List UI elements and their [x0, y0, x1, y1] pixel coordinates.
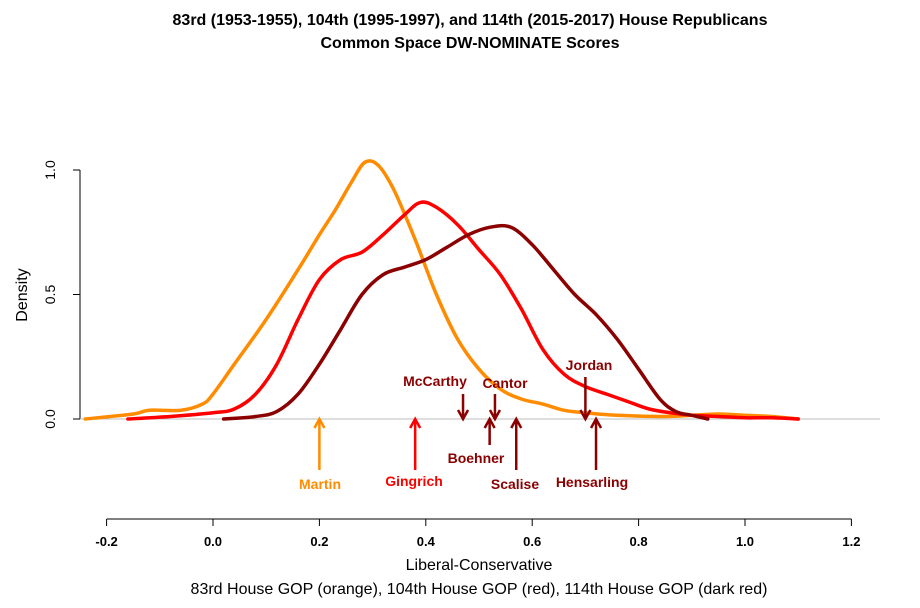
gingrich-arrow-head	[409, 416, 422, 429]
boehner-label: Boehner	[448, 450, 505, 466]
series-104th-red	[126, 200, 800, 421]
gingrich-label: Gingrich	[385, 473, 443, 489]
x-axis-label: Liberal-Conservative	[406, 557, 553, 574]
x-tick-label: 1.0	[736, 534, 754, 549]
x-axis-caption: 83rd House GOP (orange), 104th House GOP…	[191, 581, 768, 598]
mccarthy-label: McCarthy	[403, 373, 467, 389]
boehner-arrow-head	[483, 416, 496, 429]
x-tick-label: 0.0	[204, 534, 222, 549]
annotation-layer: Martin Gingrich McCarthy Cantor Boehner Scali…	[299, 357, 628, 492]
jordan-label: Jordan	[566, 357, 613, 373]
x-tick-label: 1.2	[842, 534, 860, 549]
y-tick-label: 0.5	[42, 285, 58, 305]
x-tick-label: -0.2	[95, 534, 117, 549]
series-114th-darkred	[221, 223, 710, 421]
mccarthy-arrow-head	[456, 409, 470, 422]
scalise-label: Scalise	[491, 476, 539, 492]
cantor-label: Cantor	[482, 375, 528, 391]
hensarling-label: Hensarling	[556, 474, 628, 490]
x-tick-label: 0.8	[630, 534, 648, 549]
x-tick-label: 0.4	[417, 534, 436, 549]
series-83rd-orange	[83, 159, 800, 421]
scalise-arrow-head	[510, 416, 523, 429]
martin-label: Martin	[299, 476, 341, 492]
y-tick-label: 0.0	[42, 409, 58, 429]
axes: -0.2 0.0 0.2 0.4 0.6 0.8 1.0 1.2 0.0 0.5 1.0	[42, 160, 860, 549]
y-axis-label: Density	[14, 268, 31, 321]
chart-title: 83rd (1953-1955), 104th (1995-1997), and…	[173, 12, 768, 29]
cantor-arrow-head	[488, 409, 502, 422]
martin-arrow-head	[313, 416, 326, 429]
x-tick-label: 0.6	[523, 534, 541, 549]
chart-subtitle: Common Space DW-NOMINATE Scores	[321, 35, 620, 52]
x-tick-label: 0.2	[310, 534, 328, 549]
series-layer	[83, 159, 800, 421]
y-tick-label: 1.0	[42, 160, 58, 180]
jordan-arrow-head	[579, 409, 592, 422]
hensarling-arrow-head	[589, 416, 603, 429]
